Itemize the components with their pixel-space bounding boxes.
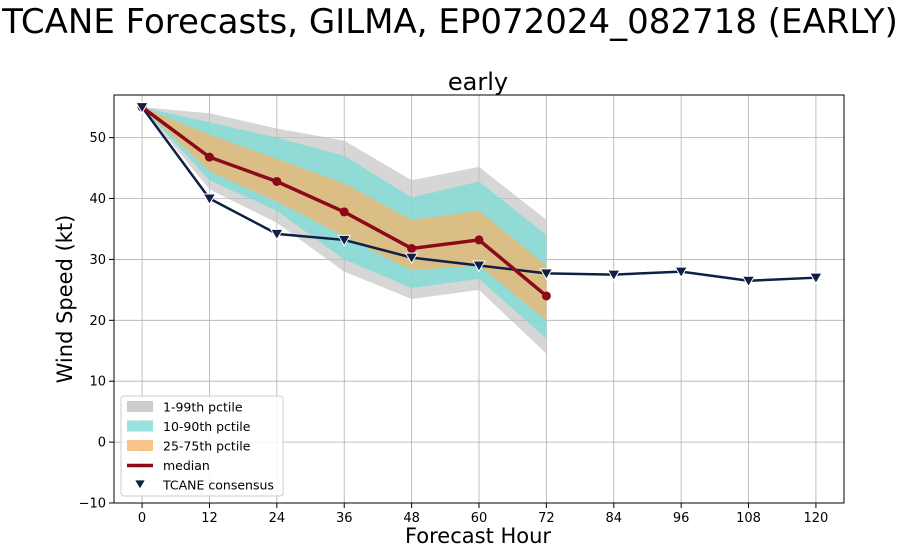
median-point [541,291,551,301]
y-tick-label: 20 [89,314,106,329]
consensus-point [472,260,486,273]
x-tick-label: 120 [804,511,829,526]
series [135,102,823,301]
y-tick-label: 50 [89,131,106,146]
consensus-point [269,228,284,241]
figure-title: TCANE Forecasts, GILMA, EP072024_082718 … [2,2,898,42]
consensus-point [741,275,756,288]
consensus-point [337,234,352,247]
y-tick-label: −10 [79,497,106,512]
legend-label: 10-90th pctile [163,419,251,434]
legend-label: 1-99th pctile [163,400,243,415]
consensus-point [202,193,217,206]
y-axis-label: Wind Speed (kt) [53,215,77,384]
x-axis-label: Forecast Hour [405,524,551,548]
plot-title: early [448,68,508,96]
median-point [272,176,282,186]
x-tick-label: 24 [269,511,286,526]
consensus-point [809,272,823,285]
consensus-point [674,266,689,279]
x-tick-label: 0 [138,511,146,526]
legend-swatch [127,401,153,412]
median-point [407,243,417,253]
median-point [474,235,484,245]
x-tick-label: 108 [736,511,761,526]
axis-ticks: 0 12 24 36 48 60 72 84 96 108 120 −10 0 10 20 30 40 50 [79,131,829,526]
median-point [204,152,214,162]
x-tick-label: 36 [336,511,353,526]
legend: 1-99th pctile 10-90th pctile 25-75th pctil… [120,395,284,497]
y-tick-label: 10 [89,375,106,390]
median-point [339,207,349,217]
consensus-point [135,102,149,114]
x-tick-label: 84 [605,511,622,526]
x-tick-label: 96 [673,511,690,526]
legend-swatch [133,479,147,491]
y-tick-label: 30 [89,253,106,268]
x-tick-label: 48 [403,511,420,526]
x-tick-label: 72 [538,511,555,526]
legend-swatch [127,440,153,451]
x-tick-label: 60 [471,511,488,526]
legend-box [120,395,284,497]
legend-swatch [127,420,153,432]
y-tick-label: 0 [98,436,106,451]
consensus-point [539,268,554,281]
consensus-point [404,252,419,265]
legend-label: median [163,458,210,473]
x-tick-label: 12 [201,511,218,526]
consensus-point [606,269,621,282]
legend-label: 25-75th pctile [163,439,251,454]
legend-label: TCANE consensus [162,478,274,493]
y-tick-label: 40 [89,192,106,207]
